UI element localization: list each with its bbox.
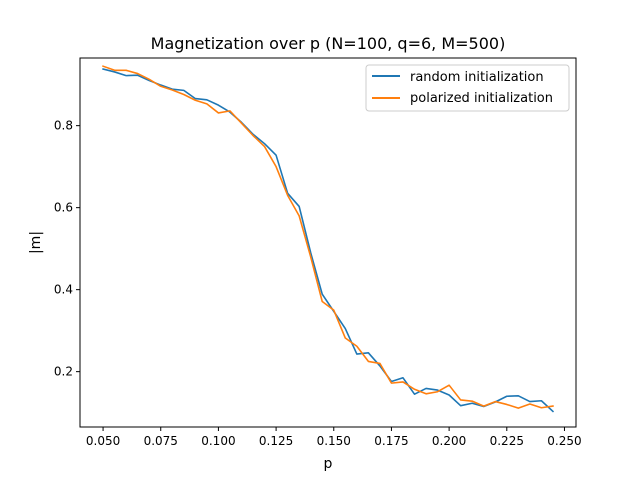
legend: random initialization polarized initiali… xyxy=(365,64,570,112)
plot-frame xyxy=(79,57,577,428)
x-tick-label: 0.225 xyxy=(490,434,524,448)
x-axis-label: p xyxy=(324,456,333,472)
series-line-0 xyxy=(102,68,555,413)
legend-label-random: random initialization xyxy=(410,70,544,85)
x-tick-label: 0.100 xyxy=(201,434,235,448)
x-tick-label: 0.200 xyxy=(432,434,466,448)
legend-label-polarized: polarized initialization xyxy=(410,91,553,106)
x-tick-label: 0.250 xyxy=(547,434,581,448)
y-tick-label: 0.2 xyxy=(54,365,73,379)
y-tick-label: 0.8 xyxy=(54,119,73,133)
x-tick-label: 0.175 xyxy=(374,434,408,448)
x-tick-label: 0.125 xyxy=(259,434,293,448)
legend-box xyxy=(365,64,570,112)
series-line-1 xyxy=(102,65,554,409)
plot-lines xyxy=(102,65,555,413)
y-axis-ticks: 0.2 0.4 0.6 0.8 xyxy=(54,119,80,379)
x-tick-label: 0.150 xyxy=(317,434,351,448)
x-axis-ticks: 0.050 0.075 0.100 0.125 0.150 0.175 0.200 0.225… xyxy=(86,427,582,448)
y-tick-label: 0.6 xyxy=(54,201,73,215)
chart-title: Magnetization over p (N=100, q=6, M=500) xyxy=(151,34,506,53)
x-tick-label: 0.050 xyxy=(86,434,120,448)
y-tick-label: 0.4 xyxy=(54,283,73,297)
x-tick-label: 0.075 xyxy=(144,434,178,448)
y-axis-label: |m| xyxy=(28,231,44,254)
